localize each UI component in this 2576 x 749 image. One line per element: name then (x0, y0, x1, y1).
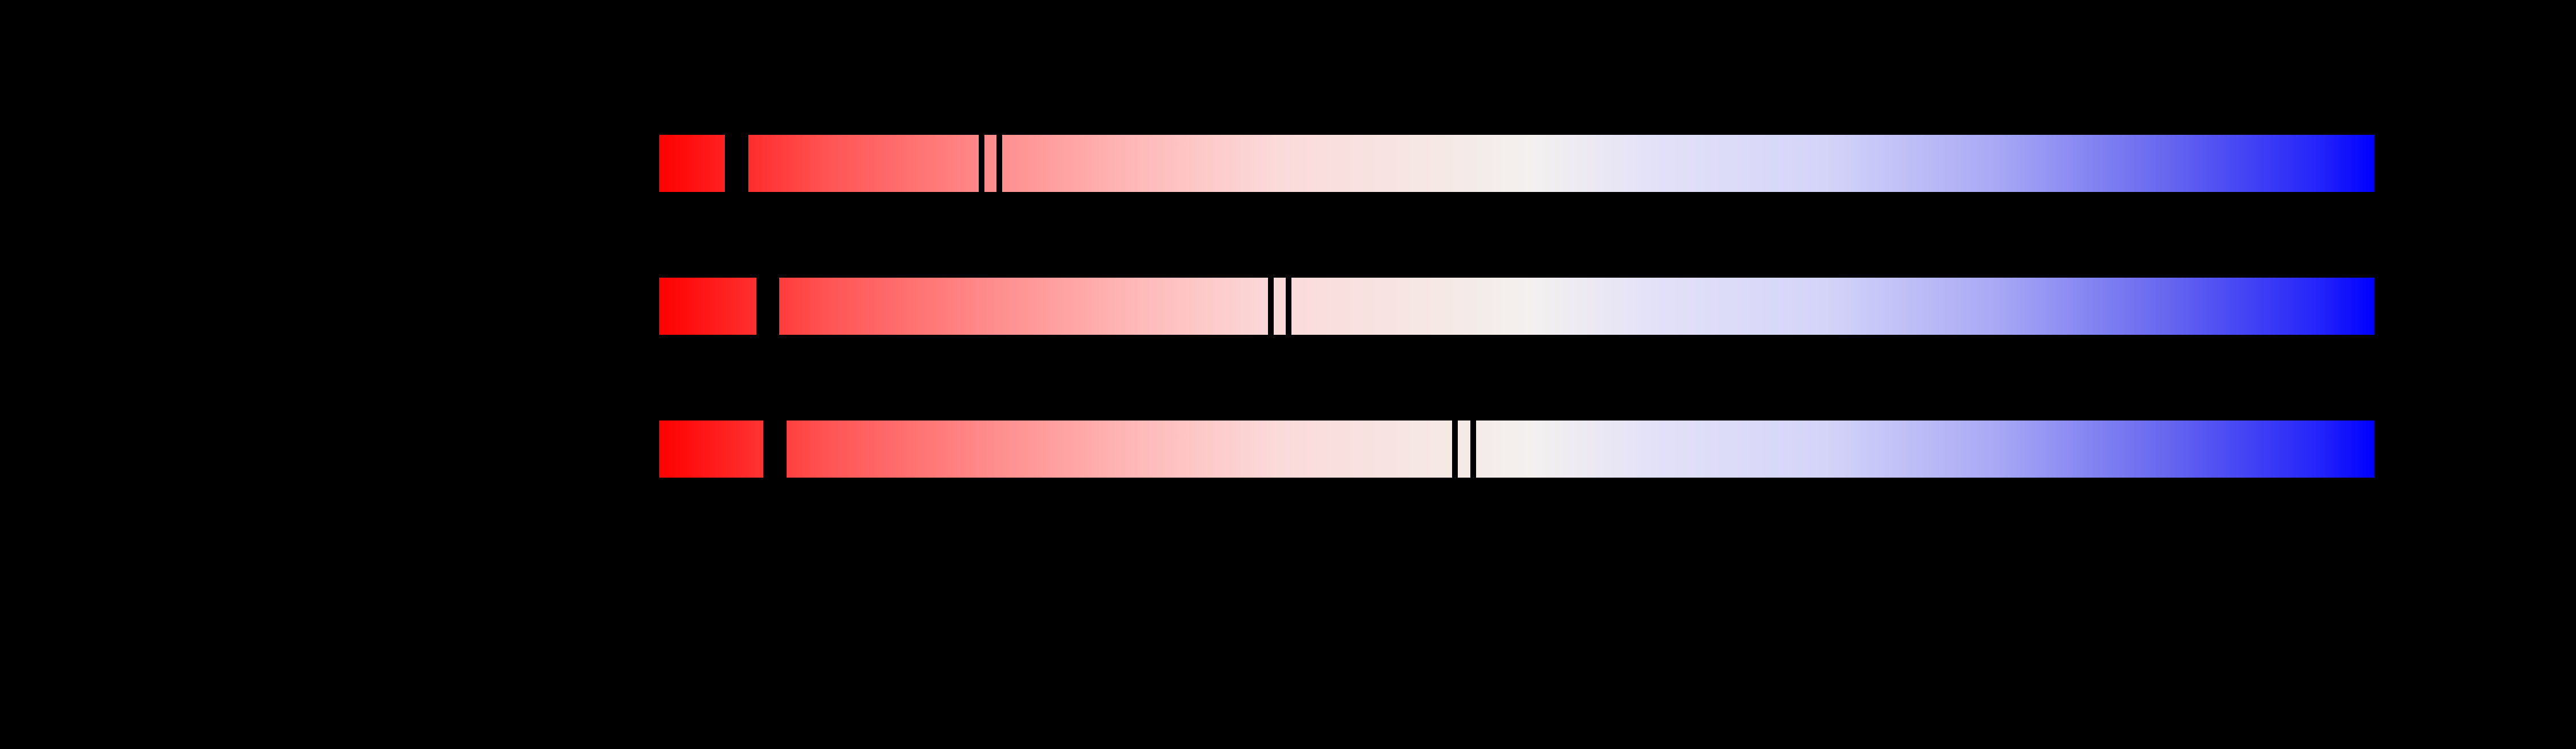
gradient-bar-row (659, 420, 2374, 478)
marker-tick-1 (979, 134, 984, 193)
start-cap-gap (756, 277, 779, 335)
marker-tick-2 (1286, 277, 1291, 335)
marker-tick-2 (1470, 420, 1476, 478)
marker-tick-1 (1268, 277, 1274, 335)
gradient-bar (659, 278, 2374, 335)
gradient-bar (659, 420, 2374, 478)
start-cap-gap (763, 420, 787, 478)
gradient-bar-row (659, 134, 2374, 193)
marker-tick-1 (1452, 420, 1458, 478)
start-cap-gap (725, 134, 748, 193)
gradient-bar (659, 135, 2374, 192)
gradient-bar-row (659, 277, 2374, 335)
marker-tick-2 (996, 134, 1002, 193)
